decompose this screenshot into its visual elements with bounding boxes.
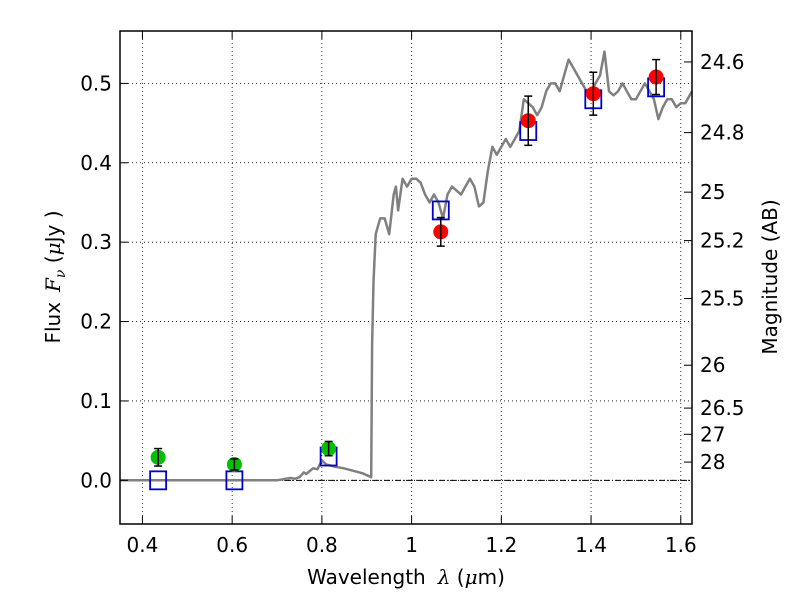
magnitude-tick-label: 26.5: [700, 396, 745, 420]
x-axis-unit-close: m): [478, 565, 505, 589]
y-tick-label: 0.1: [80, 389, 112, 413]
x-axis-unit-mu: μ: [465, 565, 478, 589]
magnitude-tick-label: 24.6: [700, 50, 745, 74]
magnitude-axis-ticks: 24.6 24.8 25 25.2 25.5 26 26.527 28: [684, 50, 745, 474]
template-spectrum-line: [120, 50, 694, 482]
magnitude-tick-label: 25: [700, 180, 725, 204]
magnitude-tick-label: 25.2: [700, 229, 745, 253]
x-tick-label: 0.4: [127, 533, 159, 557]
x-tick-label: 0.6: [216, 533, 248, 557]
y-axis-label-text: Flux: [41, 302, 65, 344]
x-tick-label: 1.2: [485, 533, 517, 557]
y-tick-label: 0.4: [80, 151, 112, 175]
plot-background: [120, 31, 692, 524]
y-tick-label: 0.3: [80, 230, 112, 254]
x-axis-unit-open: (: [450, 565, 464, 589]
y-axis-subscript: ν: [53, 269, 69, 278]
x-tick-label: 1.4: [575, 533, 607, 557]
x-tick-label: 0.8: [306, 533, 338, 557]
x-tick-label: 1.6: [665, 533, 697, 557]
magnitude-tick-label: 27: [700, 422, 725, 446]
x-axis-label: Wavelength λ (μm): [307, 565, 505, 589]
magnitude-axis-label: Magnitude (AB): [758, 199, 782, 354]
magnitude-tick-label: 24.8: [700, 121, 745, 145]
error-bars: [154, 58, 661, 471]
y-axis-symbol: F: [41, 277, 65, 293]
x-axis-label-text: Wavelength: [307, 565, 426, 589]
y-axis-ticks: 0.0 0.1 0.2 0.3 0.4 0.5: [80, 71, 128, 492]
y-tick-label: 0.5: [80, 71, 112, 95]
magnitude-tick-label: 25.5: [700, 287, 745, 311]
y-tick-label: 0.0: [80, 468, 112, 492]
magnitude-tick-label: 26: [700, 353, 725, 377]
model-flux-square: [149, 470, 168, 491]
y-axis-unit-mu: μ: [41, 242, 65, 255]
y-tick-label: 0.2: [80, 310, 112, 334]
x-axis-symbol: λ: [437, 565, 451, 589]
x-axis-ticks: 0.4 0.6 0.8 1 1.2 1.4 1.6: [127, 31, 697, 557]
y-axis-unit-open: (: [41, 255, 65, 269]
y-axis-unit-close: Jy ): [41, 210, 65, 244]
y-axis-label: Flux Fν (μJy ): [41, 210, 69, 343]
plot-frame: [119, 30, 693, 525]
x-tick-label: 1: [405, 533, 418, 557]
magnitude-tick-label: 28: [700, 450, 725, 474]
